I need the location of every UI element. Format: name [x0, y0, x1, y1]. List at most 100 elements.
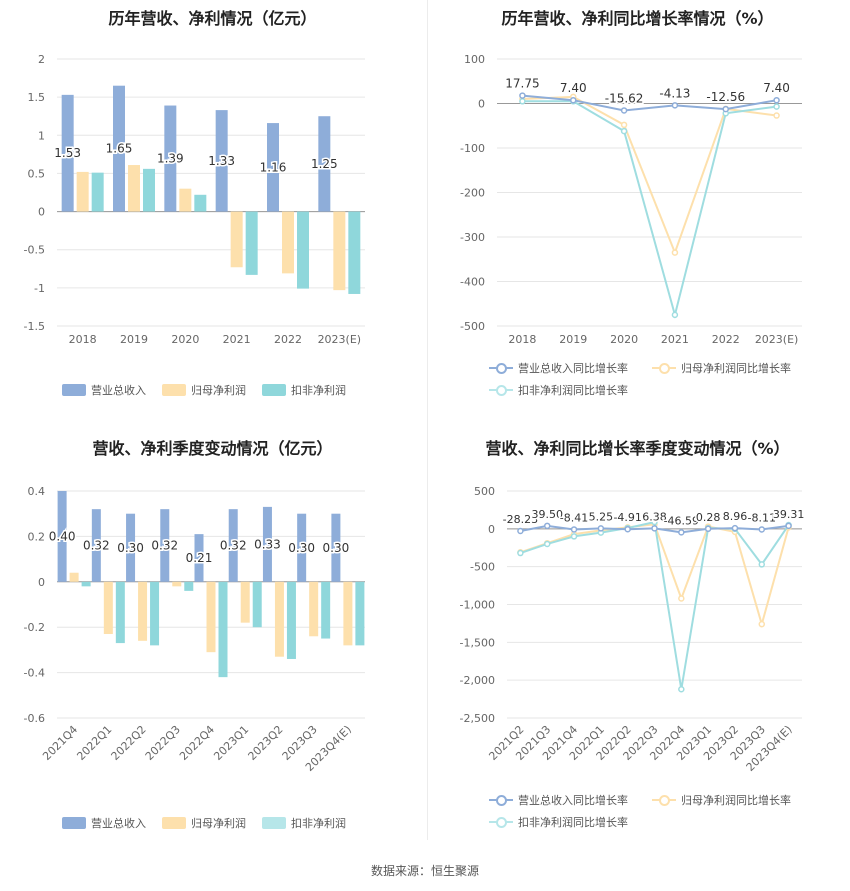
y-tick-label: -2,000: [460, 674, 495, 687]
bar-0-2019: [113, 85, 125, 212]
point-1-2020: [620, 121, 628, 129]
legend-deducted-profit-growth[interactable]: 扣非净利润同比增长率: [489, 814, 628, 830]
legend-deducted-profit-growth[interactable]: 扣非净利润同比增长率: [489, 382, 628, 398]
point-0-2023(E): [773, 96, 780, 104]
point-1-2021: [671, 249, 679, 256]
point-2-2021Q2: [517, 549, 524, 557]
bar-2-2021: [245, 211, 258, 275]
data-label: 0.40: [49, 529, 76, 543]
legend-swatch: [489, 794, 513, 806]
bar-2-2018: [91, 172, 104, 212]
y-tick-label: -2,500: [460, 712, 495, 725]
bar-0-2022Q4: [194, 534, 204, 582]
data-label: -46.59: [664, 514, 699, 527]
legend-deducted-profit[interactable]: 扣非净利润: [262, 815, 346, 831]
bar-1-2019: [128, 165, 140, 212]
legend-net-profit-growth[interactable]: 归母净利润同比增长率: [652, 792, 791, 808]
bar-0-2022: [267, 123, 279, 212]
annual-bar-chart: 2 1.5 1 0.5 0 -0.5 -1 -1.5 2018 2019 2020 2021 2022 2…: [24, 53, 365, 346]
data-label: -4.13: [659, 86, 690, 100]
data-label: 7.40: [560, 81, 587, 95]
y-tick-label: 0: [38, 206, 45, 219]
quarterly-growth-rate-panel: 营收、净利同比增长率季度变动情况（%） 500 0 -500 -1,000 -1,500…: [425, 425, 850, 840]
x-tick-label: 2019: [120, 333, 148, 346]
chart-title: 营收、净利季度变动情况（亿元）: [92, 439, 333, 458]
y-tick-label: 0: [488, 523, 495, 536]
legend-revenue-growth[interactable]: 营业总收入同比增长率: [489, 360, 628, 376]
annual-revenue-profit-panel: 历年营收、净利情况（亿元） 2 1.5 1 0.5 0 -0.5 -1 -1.5 2018 201…: [0, 0, 425, 415]
data-label: 0.32: [220, 538, 247, 552]
x-tick-label: 2022: [712, 333, 740, 346]
y-tick-label: -0.4: [24, 667, 45, 680]
legend-label: 扣非净利润: [291, 817, 346, 830]
data-label: 7.40: [763, 81, 790, 95]
legend-label: 归母净利润同比增长率: [681, 794, 791, 807]
legend-swatch: [62, 817, 86, 829]
bar-0-2022Q1: [91, 509, 101, 582]
x-tick-label: 2023(E): [318, 333, 362, 346]
legend-revenue-growth[interactable]: 营业总收入同比增长率: [489, 792, 628, 808]
y-tick-label: 0.5: [28, 167, 46, 180]
bar-2-2022: [297, 211, 309, 289]
y-tick-label: -1: [34, 282, 45, 295]
legend-revenue[interactable]: 营业总收入: [62, 382, 146, 398]
point-0-2022Q1: [597, 525, 605, 532]
quarterly-line-chart: 5000-500-1,000-1,500-2,000-2,5002021Q220…: [460, 485, 806, 774]
x-tick-label: 2023Q1: [211, 723, 251, 763]
bar-2-2021Q4: [81, 581, 91, 587]
bar-2-2022Q2: [150, 581, 160, 646]
y-tick-label: 0: [38, 576, 45, 589]
chart-legend: 营业总收入同比增长率 归母净利润同比增长率 扣非净利润同比增长率: [425, 360, 850, 400]
legend-net-profit[interactable]: 归母净利润: [162, 382, 246, 398]
series-line-1: [522, 95, 777, 256]
point-0-2023Q2: [731, 524, 739, 532]
bar-2-2023(E): [348, 211, 361, 294]
chart-legend: 营业总收入同比增长率 归母净利润同比增长率 扣非净利润同比增长率: [425, 792, 850, 832]
legend-deducted-profit[interactable]: 扣非净利润: [262, 382, 346, 398]
x-tick-label: 2022Q1: [74, 723, 114, 763]
data-label: -8.11: [748, 511, 776, 524]
chart-title: 历年营收、净利同比增长率情况（%）: [501, 9, 774, 28]
y-tick-label: -500: [470, 561, 495, 574]
point-2-2023Q3: [758, 561, 766, 568]
legend-swatch: [489, 816, 513, 828]
legend-swatch: [162, 817, 186, 829]
legend-net-profit-growth[interactable]: 归母净利润同比增长率: [652, 360, 791, 376]
y-tick-label: -0.2: [24, 621, 45, 634]
bar-1-2023(E): [333, 211, 346, 291]
bar-0-2020: [164, 105, 177, 212]
bar-1-2018: [76, 171, 89, 212]
bar-2-2023Q2: [286, 581, 296, 659]
y-tick-label: 0.4: [28, 485, 46, 498]
data-label: 0.30: [117, 541, 144, 555]
data-label: 1.33: [208, 154, 235, 168]
y-tick-label: -400: [460, 276, 485, 289]
annual-line-chart: 100 0 -100 -200 -300 -400 -500 2018 2019 2020 2021…: [460, 53, 802, 346]
bar-2-2019: [143, 168, 155, 212]
data-label: 1.53: [54, 146, 81, 160]
legend-net-profit[interactable]: 归母净利润: [162, 815, 246, 831]
bar-1-2023Q4(E): [343, 581, 353, 646]
y-tick-label: 2: [38, 53, 45, 66]
legend-label: 营业总收入: [91, 817, 146, 830]
data-label: 1.39: [157, 152, 184, 166]
bar-2-2022Q3: [184, 581, 194, 591]
data-label: 1.65: [106, 142, 133, 156]
data-label: 39.50: [531, 508, 563, 521]
x-tick-label: 2022Q3: [143, 723, 183, 763]
x-tick-label: 2023(E): [755, 333, 799, 346]
data-label: 0.33: [254, 537, 281, 551]
y-tick-label: -500: [460, 320, 485, 333]
y-tick-label: -0.5: [24, 244, 45, 257]
data-label: 5.25: [589, 510, 614, 523]
data-label: 0.32: [151, 538, 178, 552]
legend-revenue[interactable]: 营业总收入: [62, 815, 146, 831]
point-0-2021Q3: [543, 522, 551, 530]
data-label: 0.28: [696, 511, 721, 524]
x-tick-label: 2018: [508, 333, 536, 346]
bar-0-2018: [61, 94, 74, 212]
y-tick-label: -300: [460, 231, 485, 244]
bar-2-2020: [194, 194, 207, 212]
legend-label: 扣非净利润同比增长率: [518, 384, 628, 397]
bar-0-2023(E): [318, 116, 331, 212]
